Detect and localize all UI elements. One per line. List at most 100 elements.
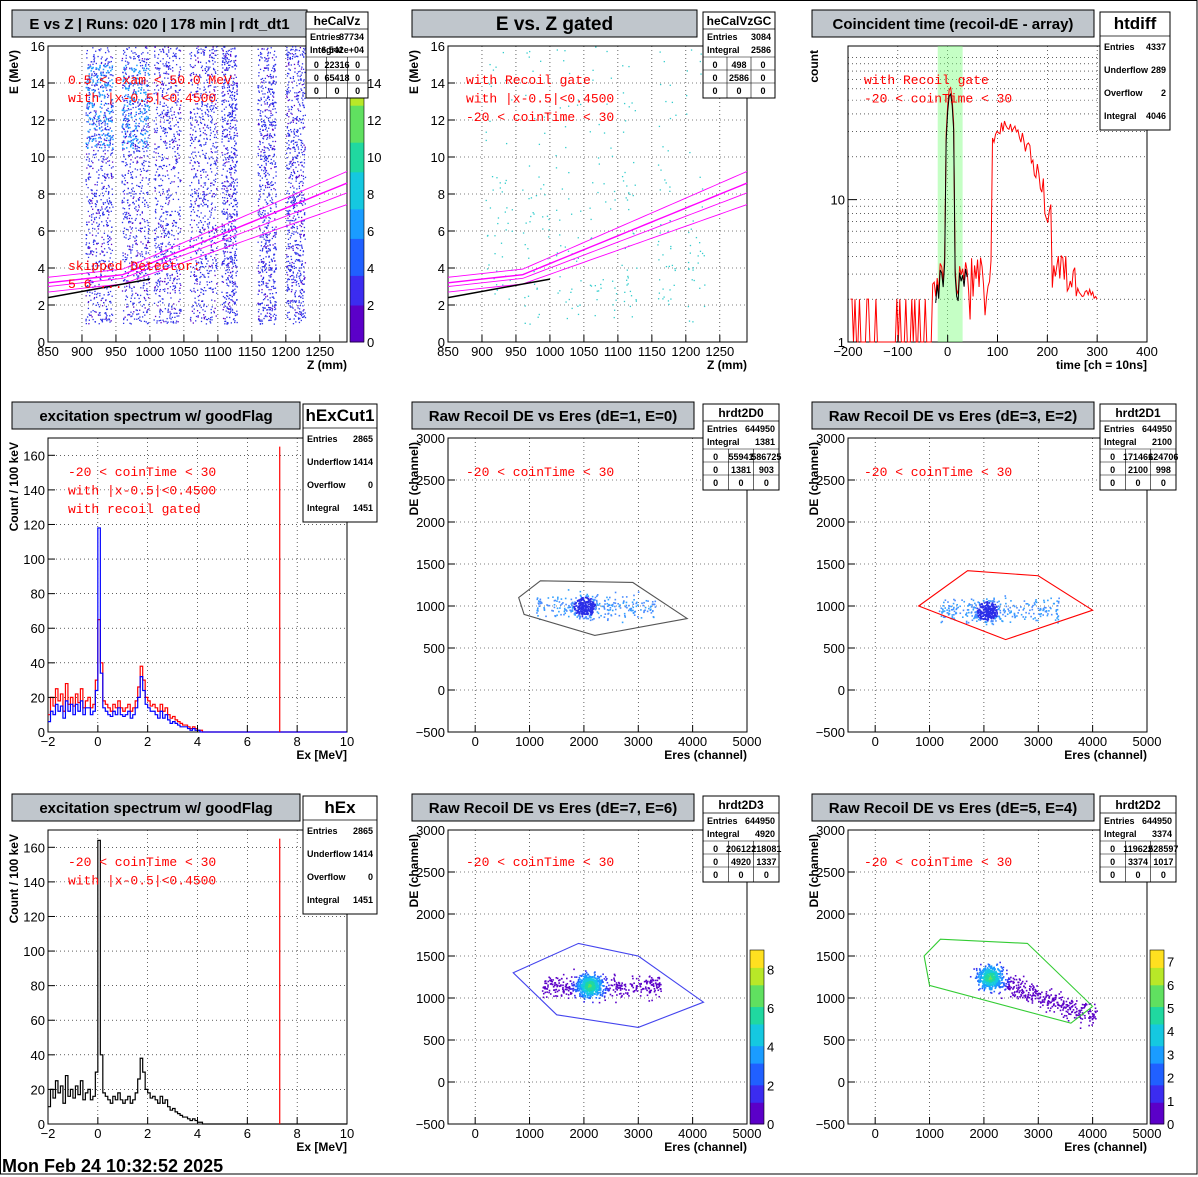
data-point bbox=[133, 311, 134, 312]
data-point bbox=[209, 50, 210, 51]
data-point bbox=[127, 131, 128, 132]
data-point bbox=[260, 56, 261, 57]
data-point bbox=[289, 193, 290, 194]
data-point bbox=[224, 253, 225, 254]
data-point bbox=[104, 124, 105, 125]
data-point bbox=[266, 286, 267, 287]
data-point bbox=[191, 153, 192, 154]
data-point bbox=[273, 177, 274, 178]
data-point bbox=[231, 223, 232, 224]
data-point bbox=[205, 112, 206, 113]
data-point bbox=[293, 137, 294, 138]
data-point bbox=[100, 106, 102, 108]
data-point bbox=[216, 151, 217, 152]
data-point bbox=[273, 286, 274, 287]
data-point bbox=[162, 58, 163, 59]
data-point bbox=[141, 111, 143, 113]
data-point bbox=[127, 182, 128, 183]
data-point bbox=[265, 265, 266, 266]
data-point bbox=[91, 193, 92, 194]
data-point bbox=[266, 65, 267, 66]
data-point bbox=[92, 136, 93, 137]
data-point bbox=[134, 298, 135, 299]
data-point bbox=[178, 199, 179, 200]
data-point bbox=[100, 144, 101, 145]
data-point bbox=[225, 55, 226, 56]
data-point bbox=[98, 169, 99, 170]
data-point bbox=[203, 54, 204, 55]
data-point bbox=[112, 147, 114, 149]
data-point bbox=[89, 140, 90, 141]
data-point bbox=[92, 228, 93, 229]
data-point bbox=[168, 51, 169, 52]
data-point bbox=[147, 240, 148, 241]
data-point bbox=[143, 193, 144, 194]
data-point bbox=[145, 147, 146, 148]
data-point bbox=[260, 115, 261, 116]
data-point bbox=[105, 117, 107, 119]
data-point bbox=[127, 254, 128, 255]
data-point bbox=[146, 202, 147, 203]
data-point bbox=[168, 88, 169, 89]
data-point bbox=[130, 109, 131, 110]
data-point bbox=[230, 310, 231, 311]
data-point bbox=[259, 211, 260, 212]
data-point bbox=[269, 83, 270, 84]
data-point bbox=[232, 309, 233, 310]
data-point bbox=[272, 91, 273, 92]
data-point bbox=[298, 79, 299, 80]
data-point bbox=[272, 57, 273, 58]
data-point bbox=[263, 170, 264, 171]
data-point bbox=[197, 57, 198, 58]
data-point bbox=[234, 320, 235, 321]
data-point bbox=[259, 255, 260, 256]
data-point bbox=[267, 49, 268, 50]
data-point bbox=[262, 302, 263, 303]
data-point bbox=[136, 274, 137, 275]
data-point bbox=[274, 309, 275, 310]
data-point bbox=[303, 52, 304, 53]
data-point bbox=[129, 284, 130, 285]
data-point bbox=[91, 203, 92, 204]
data-point bbox=[226, 100, 227, 101]
data-point bbox=[230, 165, 231, 166]
data-point bbox=[164, 288, 165, 289]
data-point bbox=[259, 173, 260, 174]
data-point bbox=[106, 315, 107, 316]
data-point bbox=[99, 323, 100, 324]
data-point bbox=[212, 306, 213, 307]
data-point bbox=[290, 276, 291, 277]
data-point bbox=[98, 304, 99, 305]
data-point bbox=[225, 270, 226, 271]
data-point bbox=[94, 219, 95, 220]
data-point bbox=[103, 115, 105, 117]
data-point bbox=[94, 240, 95, 241]
data-point bbox=[198, 141, 199, 142]
data-point bbox=[166, 212, 167, 213]
data-point bbox=[203, 305, 204, 306]
data-point bbox=[135, 47, 136, 48]
data-point bbox=[177, 112, 178, 113]
data-point bbox=[301, 90, 302, 91]
data-point bbox=[158, 224, 159, 225]
data-point bbox=[122, 126, 124, 128]
data-point bbox=[139, 186, 140, 187]
data-point bbox=[128, 127, 130, 129]
data-point bbox=[110, 138, 112, 140]
data-point bbox=[125, 217, 126, 218]
data-point bbox=[148, 237, 149, 238]
data-point bbox=[235, 200, 236, 201]
data-point bbox=[194, 191, 195, 192]
data-point bbox=[260, 236, 261, 237]
data-point bbox=[136, 200, 137, 201]
data-point bbox=[170, 293, 171, 294]
data-point bbox=[164, 253, 165, 254]
data-point bbox=[275, 204, 276, 205]
data-point bbox=[222, 127, 223, 128]
data-point bbox=[304, 278, 305, 279]
data-point bbox=[302, 317, 303, 318]
data-point bbox=[90, 70, 92, 72]
data-point bbox=[207, 109, 208, 110]
data-point bbox=[224, 213, 225, 214]
data-point bbox=[274, 254, 275, 255]
